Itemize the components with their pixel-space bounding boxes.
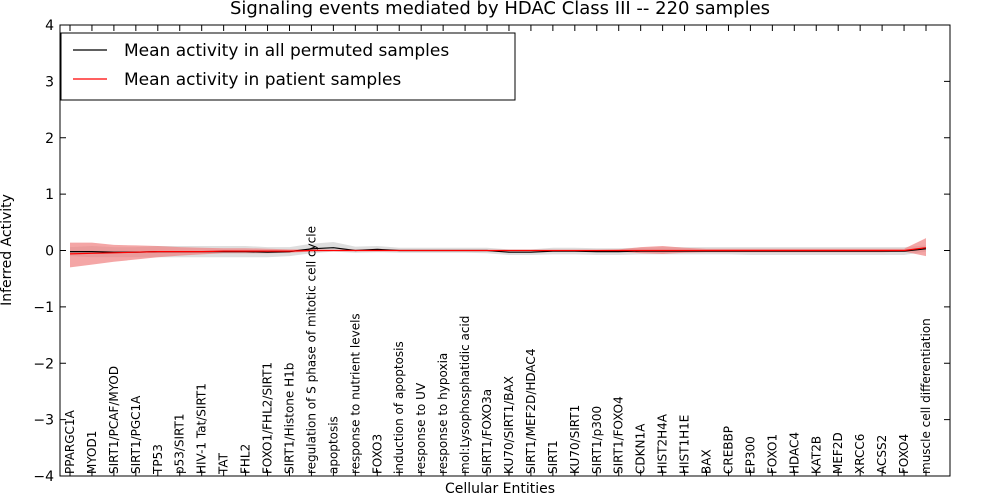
category-label: mol:Lysophosphatidic acid bbox=[458, 316, 472, 474]
category-label: SIRT1 bbox=[546, 440, 560, 474]
category-label: HIST2H4A bbox=[656, 413, 670, 474]
y-tick-label: 4 bbox=[45, 18, 54, 34]
band-patient bbox=[70, 238, 926, 268]
category-label: SIRT1/Histone H1b bbox=[283, 363, 297, 474]
y-tick-label: 1 bbox=[45, 187, 54, 203]
y-tick-label: −1 bbox=[33, 300, 54, 316]
category-label: SIRT1/MEF2D/HDAC4 bbox=[524, 349, 538, 474]
band-permuted bbox=[70, 242, 926, 258]
category-label: CDKN1A bbox=[634, 423, 648, 474]
category-label: HIST1H1E bbox=[678, 415, 692, 474]
category-label: PPARGC1A bbox=[63, 409, 77, 474]
category-label: ACSS2 bbox=[875, 435, 889, 474]
category-label: induction of apoptosis bbox=[392, 341, 406, 474]
plot-area-frame bbox=[59, 24, 951, 477]
category-label: FOXO1 bbox=[765, 434, 779, 474]
category-label: EP300 bbox=[743, 436, 757, 474]
category-label: p53/SIRT1 bbox=[173, 413, 187, 474]
y-tick-label: −3 bbox=[33, 413, 54, 429]
legend-box bbox=[60, 32, 516, 101]
category-label: FOXO1/FHL2/SIRT1 bbox=[261, 362, 275, 474]
y-tick-label: 0 bbox=[45, 244, 54, 260]
category-label: KU70/SIRT1 bbox=[568, 405, 582, 474]
y-tick-label: 3 bbox=[45, 74, 54, 90]
legend: Mean activity in all permuted samples Me… bbox=[60, 32, 516, 101]
category-label: CREBBP bbox=[722, 426, 736, 474]
chart-title: Signaling events mediated by HDAC Class … bbox=[230, 0, 770, 19]
confidence-bands bbox=[70, 238, 926, 268]
category-label: FOXO3 bbox=[370, 434, 384, 474]
category-label: TAT bbox=[217, 452, 231, 475]
category-label: HIV-1 Tat/SIRT1 bbox=[195, 383, 209, 474]
category-label: MYOD1 bbox=[85, 431, 99, 474]
category-label: response to nutrient levels bbox=[348, 313, 362, 474]
category-label: regulation of S phase of mitotic cell cy… bbox=[304, 226, 318, 474]
legend-label-permuted: Mean activity in all permuted samples bbox=[124, 41, 449, 61]
category-label: SIRT1/p300 bbox=[590, 406, 604, 474]
category-label: response to hypoxia bbox=[436, 353, 450, 474]
series-lines bbox=[69, 247, 927, 255]
y-axis-label: Inferred Activity bbox=[0, 194, 15, 306]
category-label: MEF2D bbox=[831, 432, 845, 474]
category-label: FHL2 bbox=[239, 444, 253, 474]
category-label: muscle cell differentiation bbox=[919, 318, 933, 474]
category-label: SIRT1/PGC1A bbox=[129, 395, 143, 474]
category-label: BAX bbox=[700, 449, 714, 474]
category-label: SIRT1/FOXO3a bbox=[480, 389, 494, 474]
category-label: SIRT1/FOXO4 bbox=[612, 396, 626, 474]
category-label: SIRT1/PCAF/MYOD bbox=[107, 366, 121, 474]
category-label: response to UV bbox=[414, 382, 428, 474]
line-patient bbox=[69, 247, 927, 255]
axis-ticks: −4 −3 −2 −1 0 1 2 3 4 bbox=[33, 18, 950, 485]
category-label: HDAC4 bbox=[787, 432, 801, 474]
category-label: FOXO4 bbox=[897, 434, 911, 474]
category-label: KU70/SIRT1/BAX bbox=[502, 376, 516, 474]
legend-label-patient: Mean activity in patient samples bbox=[124, 70, 401, 90]
category-labels: PPARGC1A MYOD1 SIRT1/PCAF/MYOD SIRT1/PGC1A T… bbox=[63, 226, 933, 475]
category-label: KAT2B bbox=[809, 436, 823, 474]
x-axis-label: Cellular Entities bbox=[445, 481, 555, 497]
y-tick-label: −4 bbox=[33, 469, 54, 485]
category-label: TP53 bbox=[151, 444, 165, 475]
y-tick-label: 2 bbox=[45, 131, 54, 147]
category-label: apoptosis bbox=[326, 416, 340, 474]
category-label: XRCC6 bbox=[853, 434, 867, 474]
y-tick-label: −2 bbox=[33, 356, 54, 372]
